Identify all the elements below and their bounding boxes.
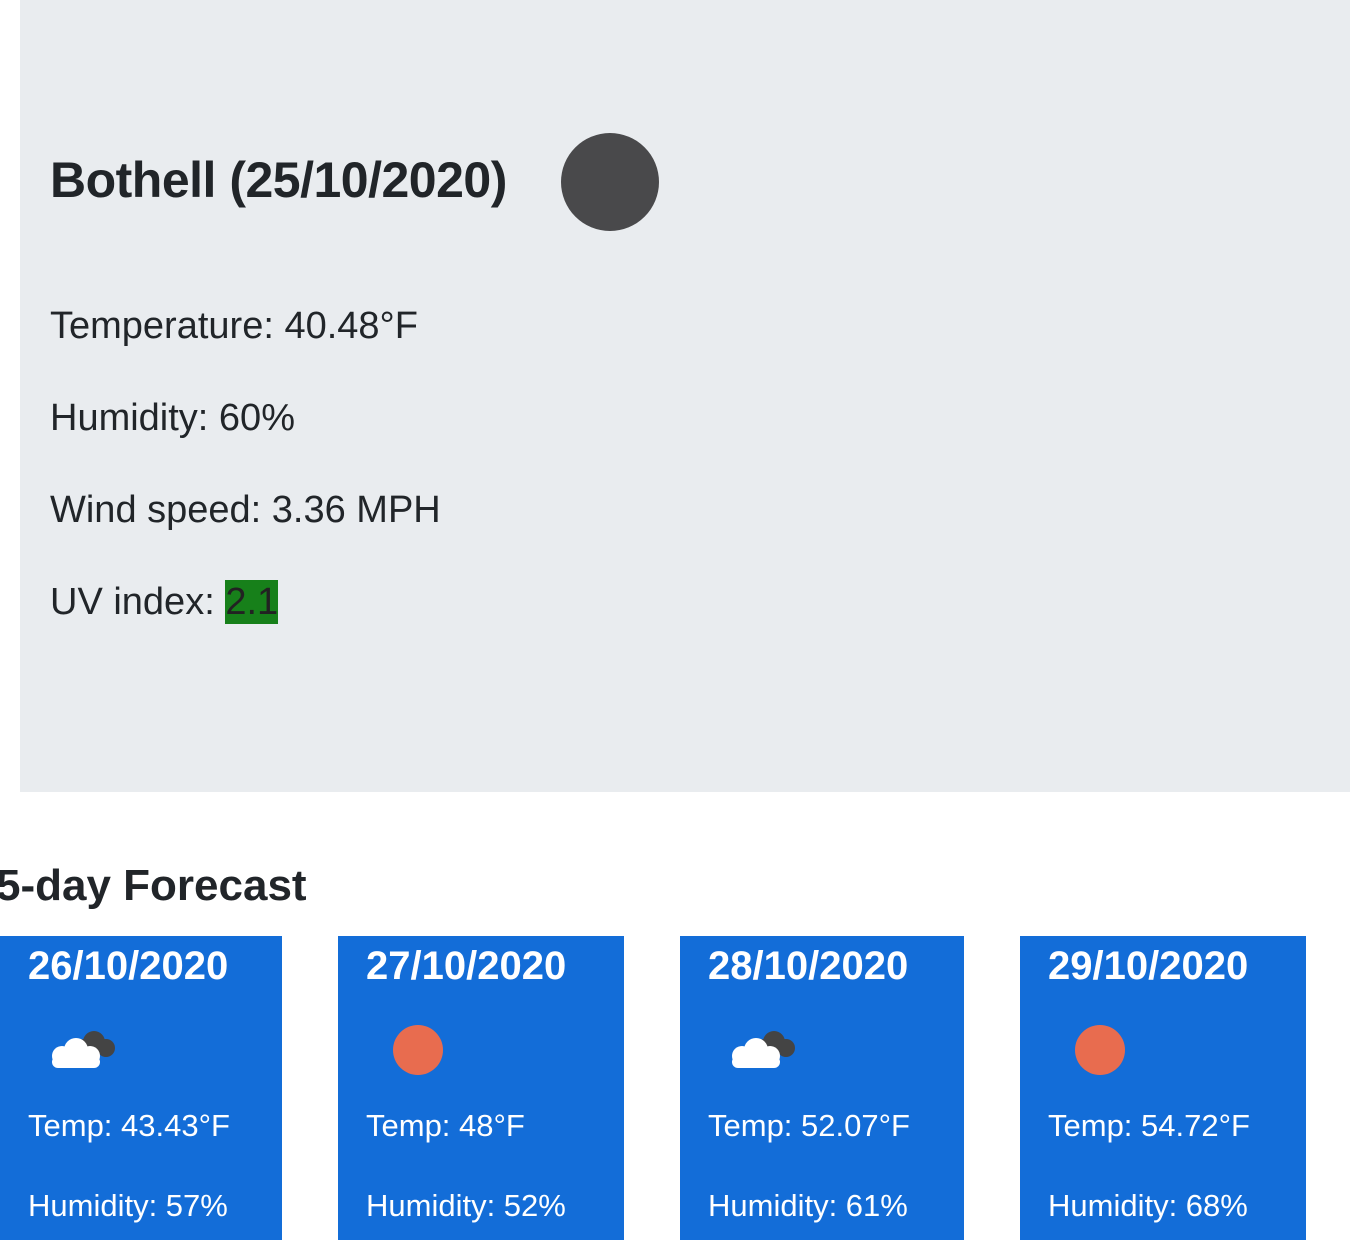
city-title: Bothell (25/10/2020) — [50, 152, 507, 208]
dark-circle-icon — [560, 133, 659, 231]
forecast-date: 26/10/2020 — [28, 944, 229, 988]
uv-value-badge: 2.1 — [225, 580, 279, 624]
forecast-temp: Temp: 43.43°F — [28, 1108, 230, 1143]
cloudy-icon — [40, 1018, 120, 1082]
forecast-date: 28/10/2020 — [708, 944, 909, 988]
forecast-card: 27/10/2020 Temp: 48°F Humidity: 52% — [338, 936, 624, 1240]
forecast-temp: Temp: 52.07°F — [708, 1108, 910, 1143]
forecast-date: 29/10/2020 — [1048, 944, 1249, 988]
uv-label: UV index: — [50, 581, 226, 623]
forecast-humidity: Humidity: 68% — [1048, 1188, 1248, 1223]
forecast-heading: 5-day Forecast — [0, 861, 307, 910]
forecast-temp: Temp: 54.72°F — [1048, 1108, 1250, 1143]
current-uv-index: UV index: 2.1 — [50, 579, 279, 625]
forecast-date: 27/10/2020 — [366, 944, 567, 988]
current-humidity: Humidity: 60% — [50, 397, 295, 439]
current-title-row: Bothell (25/10/2020) — [50, 130, 659, 231]
forecast-card: 29/10/2020 Temp: 54.72°F Humidity: 68% — [1020, 936, 1306, 1240]
forecast-humidity: Humidity: 57% — [28, 1188, 228, 1223]
current-temperature: Temperature: 40.48°F — [50, 305, 418, 347]
current-wind-speed: Wind speed: 3.36 MPH — [50, 489, 441, 531]
forecast-temp: Temp: 48°F — [366, 1108, 525, 1143]
forecast-card: 28/10/2020 Temp: 52.07°F Humidity: 61% — [680, 936, 964, 1240]
forecast-humidity: Humidity: 52% — [366, 1188, 566, 1223]
forecast-card: 26/10/2020 Temp: 43.43°F Humidity: 57% — [0, 936, 282, 1240]
sun-icon — [1060, 1018, 1140, 1082]
forecast-humidity: Humidity: 61% — [708, 1188, 908, 1223]
cloudy-icon — [720, 1018, 800, 1082]
current-weather-panel: Bothell (25/10/2020) Temperature: 40.48°… — [20, 0, 1350, 792]
sun-icon — [378, 1018, 458, 1082]
